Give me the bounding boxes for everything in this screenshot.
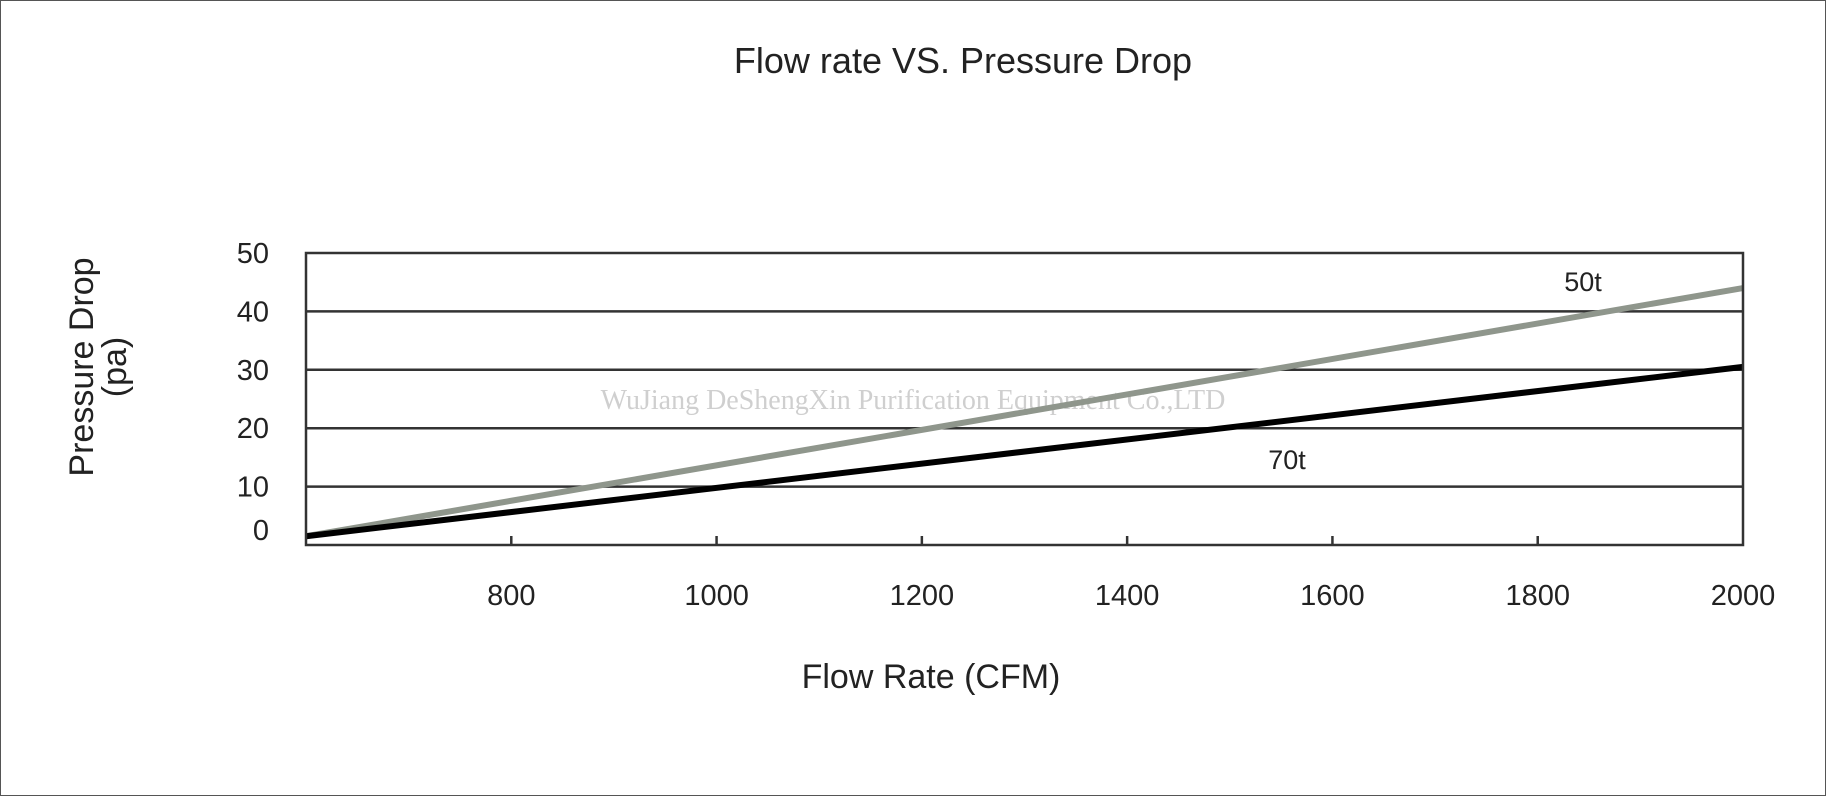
y-axis-unit: (pa) [96,337,134,397]
x-axis: 800 1000 1200 1400 1600 1800 2000 [487,536,1775,612]
y-tick-label-40: 40 [237,296,269,328]
series-lines [305,285,1744,540]
plot-area [304,251,1745,547]
x-tick-label-1400: 1400 [1095,580,1160,612]
x-axis-label: Flow Rate (CFM) [802,658,1061,696]
plot-border [304,251,1745,547]
grid [306,310,1743,488]
x-tick-label-1000: 1000 [684,580,749,612]
y-tick-label-10: 10 [237,472,269,504]
y-tick-label-20: 20 [237,413,269,445]
x-tick-label-800: 800 [487,580,535,612]
series-label-70t: 70t [1268,445,1306,475]
series-line-70t [305,363,1744,540]
y-tick-label-50: 50 [237,238,269,270]
series-label-50t: 50t [1564,267,1602,297]
watermark-text: WuJiang DeShengXin Purification Equipmen… [601,385,1226,416]
chart-title: Flow rate VS. Pressure Drop [734,40,1192,81]
x-tick-label-1600: 1600 [1300,580,1365,612]
series-labels: 50t 70t [1268,267,1602,475]
series-line-50t [305,285,1744,540]
y-axis: 0 10 20 30 40 50 [237,238,269,547]
x-tick-label-1800: 1800 [1505,580,1570,612]
y-tick-label-0: 0 [253,515,269,547]
x-tick-label-1200: 1200 [890,580,955,612]
x-tick-label-2000: 2000 [1711,580,1776,612]
y-axis-label: Pressure Drop [63,257,101,476]
y-tick-label-30: 30 [237,355,269,387]
